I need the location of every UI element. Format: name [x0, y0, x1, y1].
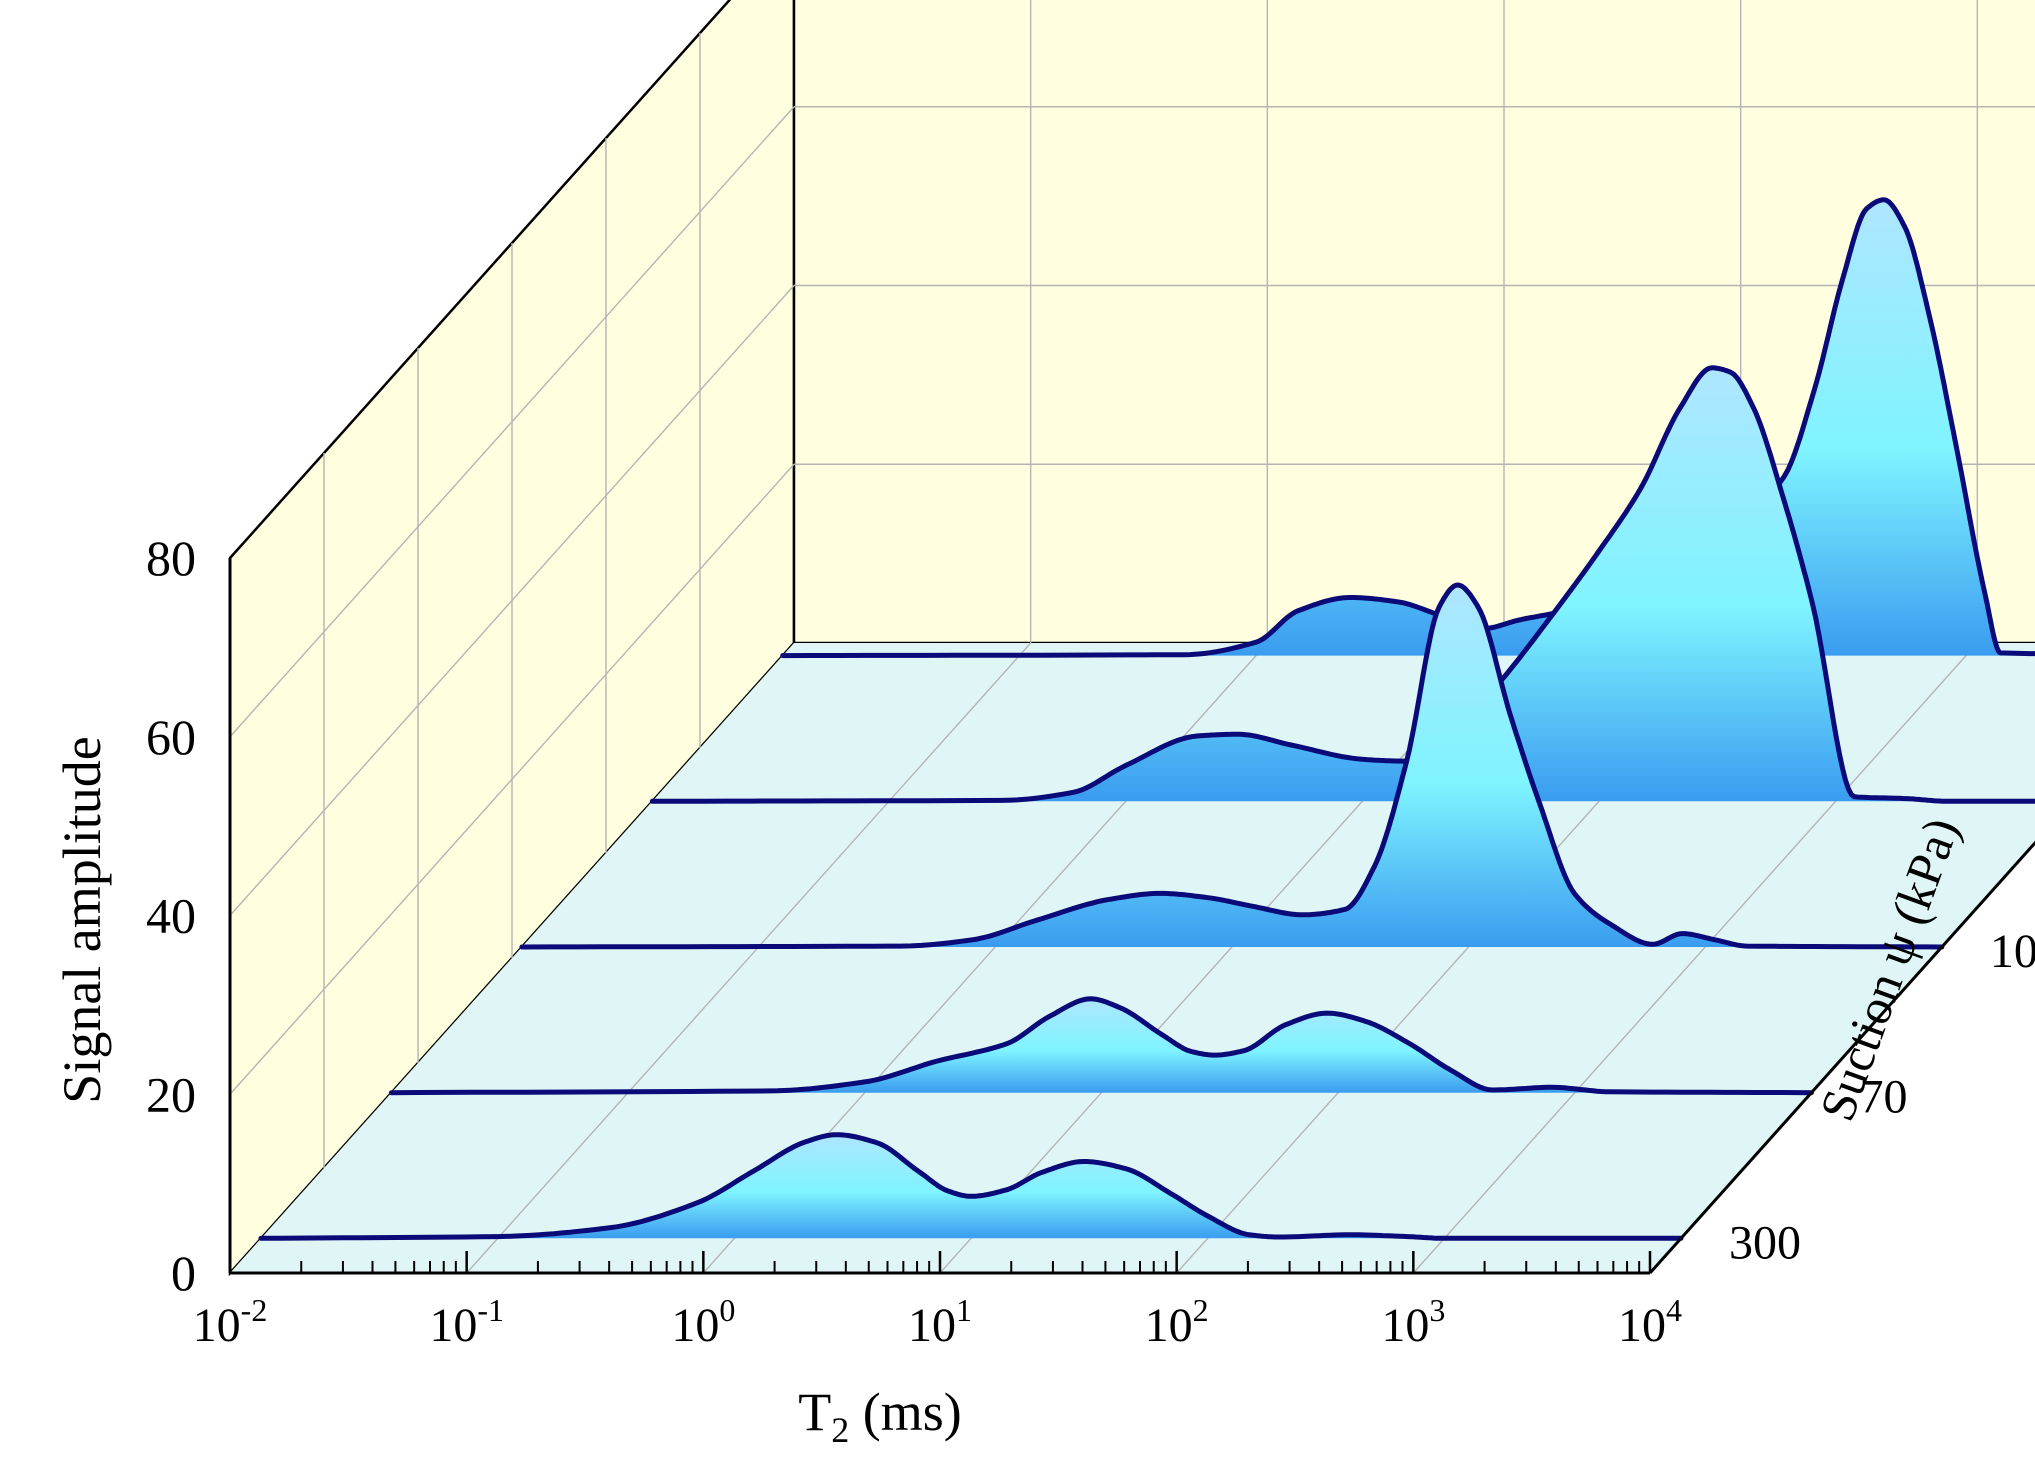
- z-tick-label: 10: [1990, 925, 2035, 978]
- y-tick-label: 0: [171, 1245, 196, 1301]
- series-10: [519, 582, 1945, 950]
- floor-grid-line: [1412, 642, 1978, 1274]
- x-tick-label: 103: [1381, 1292, 1445, 1352]
- y-tick-label: 60: [146, 709, 196, 765]
- chart-axes: [228, 558, 2035, 1275]
- series-line: [258, 1132, 1684, 1241]
- series-area: [261, 1134, 1681, 1239]
- y-tick-label: 80: [146, 530, 196, 586]
- x-tick-label: 101: [908, 1292, 972, 1352]
- y-axis-title: Signal amplitude: [52, 736, 112, 1103]
- series-70: [388, 996, 1814, 1096]
- z-axis-line: [1648, 840, 2035, 1275]
- x-tick-label: 102: [1145, 1292, 1209, 1352]
- series-5: [649, 365, 2035, 804]
- y-tick-label: 40: [146, 888, 196, 944]
- series-line: [649, 365, 2035, 804]
- series-area: [391, 998, 1812, 1093]
- z-tick-label: 300: [1729, 1216, 1801, 1269]
- series-line: [388, 996, 1814, 1096]
- y-tick-label: 20: [146, 1066, 196, 1122]
- chart-series: [258, 197, 2035, 1241]
- x-tick-label: 10-2: [193, 1292, 268, 1352]
- series-line: [519, 582, 1945, 950]
- floor-grid-line: [466, 642, 1032, 1274]
- series-300: [258, 1132, 1684, 1241]
- series-area: [652, 367, 2035, 802]
- x-axis-title: T2 (ms): [798, 1382, 961, 1450]
- x-tick-label: 10-1: [429, 1292, 504, 1352]
- x-tick-label: 100: [671, 1292, 735, 1352]
- z-tick-label: 70: [1859, 1071, 1907, 1124]
- x-tick-label: 104: [1618, 1292, 1682, 1352]
